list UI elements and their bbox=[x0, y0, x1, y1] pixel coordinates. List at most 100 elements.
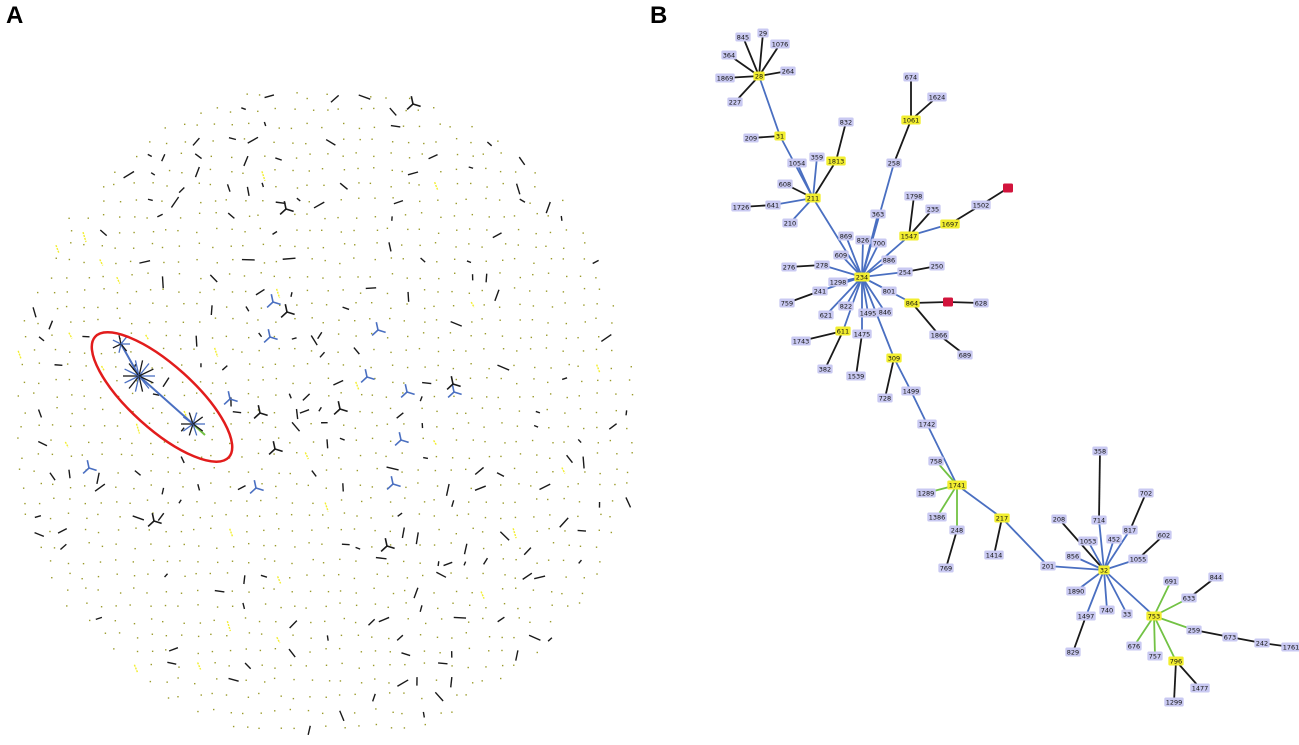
small-cluster-edge bbox=[291, 337, 297, 340]
singleton-node bbox=[440, 171, 442, 173]
small-cluster-edge bbox=[243, 575, 246, 585]
singleton-node bbox=[439, 123, 441, 125]
singleton-node bbox=[502, 502, 504, 504]
tree-node-label: 29 bbox=[759, 29, 767, 37]
singleton-node bbox=[483, 348, 485, 350]
singleton-node bbox=[214, 502, 216, 504]
singleton-node bbox=[248, 542, 250, 545]
tripod-edge bbox=[451, 384, 455, 393]
singleton-node bbox=[373, 348, 375, 351]
singleton-node bbox=[577, 365, 579, 367]
small-cluster-edge bbox=[474, 466, 485, 476]
tree-node-box bbox=[1163, 576, 1179, 586]
small-cluster-edge bbox=[497, 616, 505, 623]
singleton-node bbox=[147, 573, 149, 575]
tree-node: 676 bbox=[1126, 641, 1142, 651]
singleton-node bbox=[200, 112, 202, 114]
tree-node-box bbox=[787, 158, 807, 168]
singleton-node bbox=[372, 664, 375, 667]
singleton-node bbox=[534, 366, 536, 369]
singleton-node bbox=[405, 109, 407, 112]
tree-node-label: 259 bbox=[1188, 626, 1200, 634]
singleton-node bbox=[197, 604, 199, 606]
small-cluster-edge bbox=[232, 410, 242, 414]
small-cluster-edge bbox=[438, 662, 448, 665]
singleton-node bbox=[536, 651, 538, 654]
small-cluster-edge bbox=[310, 335, 318, 346]
singleton-node bbox=[584, 471, 586, 473]
singleton-node bbox=[419, 634, 422, 636]
singleton-node bbox=[437, 607, 439, 610]
singleton-node bbox=[53, 497, 55, 499]
singleton-node bbox=[481, 289, 483, 292]
singleton-node bbox=[70, 230, 73, 232]
tripod-edge bbox=[364, 369, 368, 378]
singleton-node bbox=[482, 617, 484, 620]
tree-node-label: 452 bbox=[1108, 535, 1120, 543]
singleton-node bbox=[103, 200, 105, 202]
small-cluster-edge bbox=[367, 618, 376, 626]
tripod-edge bbox=[223, 398, 231, 405]
small-cluster-edge bbox=[194, 153, 202, 160]
tree-node: 628 bbox=[973, 298, 989, 308]
singleton-node bbox=[403, 382, 405, 384]
tree-node-label: 1742 bbox=[919, 420, 936, 428]
singleton-node bbox=[273, 412, 276, 414]
singleton-node bbox=[628, 379, 631, 381]
singleton-node bbox=[499, 272, 501, 274]
singleton-node bbox=[513, 664, 515, 666]
singleton-node bbox=[311, 258, 313, 260]
singleton-node bbox=[212, 246, 214, 249]
small-cluster-edge bbox=[245, 306, 250, 312]
singleton-node bbox=[246, 531, 248, 533]
tree-node-label: 1813 bbox=[828, 157, 845, 165]
tree-edge bbox=[742, 36, 760, 77]
singleton-node bbox=[500, 677, 502, 680]
tree-node-box bbox=[779, 298, 795, 308]
singleton-node bbox=[292, 169, 294, 172]
tripod-edge bbox=[266, 301, 274, 308]
tree-node-box bbox=[1254, 638, 1270, 648]
singleton-node bbox=[488, 216, 490, 218]
small-cluster-edge bbox=[423, 456, 429, 460]
singleton-node bbox=[129, 260, 132, 263]
singleton-node bbox=[166, 185, 168, 187]
small-cluster-edge bbox=[445, 483, 450, 496]
small-cluster-edge bbox=[241, 107, 247, 111]
tree-node: 1414 bbox=[984, 550, 1004, 560]
tripod-edge bbox=[390, 476, 394, 485]
small-cluster-edge bbox=[451, 500, 455, 508]
singleton-node bbox=[216, 678, 218, 680]
tree-node-box bbox=[1040, 561, 1056, 571]
singleton-node bbox=[387, 562, 389, 565]
tree-node-label: 759 bbox=[781, 299, 793, 307]
tree-node-label: 832 bbox=[840, 118, 852, 126]
singleton-node bbox=[513, 257, 516, 260]
small-cluster-edge bbox=[195, 335, 198, 347]
singleton-node bbox=[358, 182, 360, 184]
singleton-node bbox=[599, 472, 601, 475]
tripod-edge bbox=[337, 401, 341, 410]
tree-node-label: 856 bbox=[1067, 552, 1079, 560]
tree-node-box bbox=[903, 72, 919, 82]
tripod-edge bbox=[339, 408, 348, 413]
singleton-node bbox=[596, 452, 599, 454]
singleton-node bbox=[452, 427, 454, 430]
singleton-node bbox=[452, 305, 455, 307]
singleton-node bbox=[598, 288, 601, 290]
singleton-node bbox=[36, 291, 39, 294]
tree-edge bbox=[758, 43, 781, 77]
singleton-node bbox=[567, 485, 569, 488]
yellow-pair bbox=[229, 528, 234, 538]
singleton-node bbox=[472, 439, 475, 441]
singleton-node bbox=[583, 287, 586, 290]
singleton-node bbox=[115, 543, 117, 545]
singleton-node bbox=[325, 487, 327, 489]
singleton-node bbox=[500, 455, 502, 458]
singleton-node bbox=[71, 412, 73, 415]
singleton-node bbox=[374, 216, 377, 218]
singleton-node bbox=[518, 410, 521, 412]
singleton-node bbox=[199, 516, 202, 519]
singleton-node bbox=[465, 412, 467, 415]
singleton-node bbox=[536, 530, 538, 532]
